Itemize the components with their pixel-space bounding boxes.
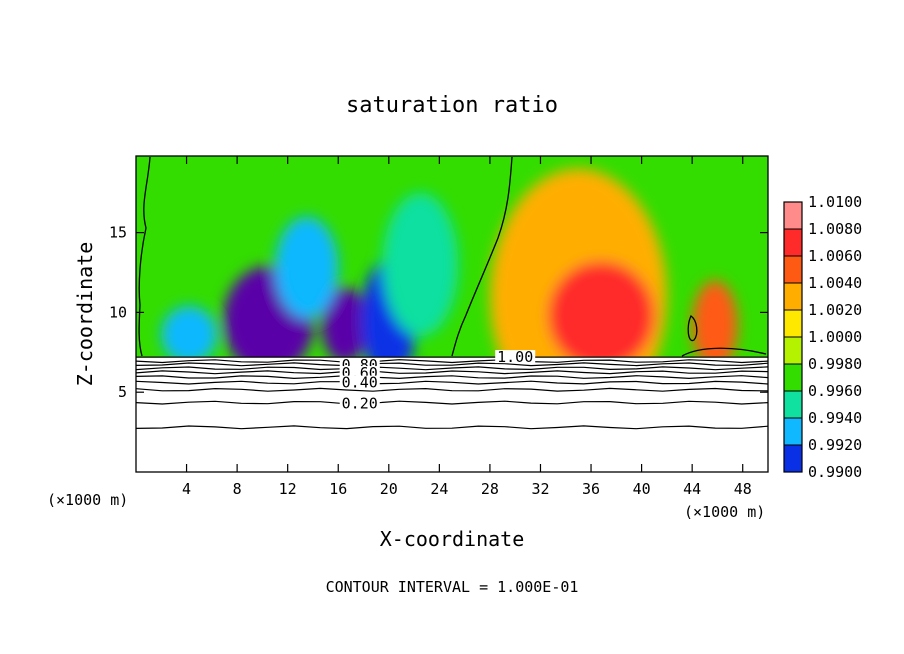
- x-tick-label: 16: [329, 480, 347, 498]
- contour-line-1-left: [138, 156, 151, 357]
- lower-contour-4: [136, 370, 768, 375]
- upper-contours: [138, 156, 767, 357]
- lower-contour-9: [136, 425, 768, 430]
- colorbar: 1.0100 1.0080 1.0060 1.0040 1.0020 1.0000 0.99…: [783, 193, 862, 481]
- colorbar-label: 1.0060: [808, 247, 862, 265]
- y-tick-label: 10: [109, 303, 127, 321]
- x-unit-left: (×1000 m): [47, 491, 128, 509]
- contour-label: 1.00: [497, 348, 533, 366]
- lower-contour-3: [136, 366, 768, 371]
- field-anomaly-9: [692, 280, 738, 370]
- lower-contour-5: [136, 374, 768, 380]
- x-tick-label: 40: [633, 480, 651, 498]
- contour-label-bg: [495, 350, 536, 364]
- colorbar-band: [784, 202, 802, 230]
- chart-title: saturation ratio: [346, 93, 558, 118]
- x-tick-label: 4: [182, 480, 191, 498]
- colorbar-label: 0.9940: [808, 409, 862, 427]
- contour-label: 0.20: [342, 394, 378, 412]
- x-tick-label: 32: [531, 480, 549, 498]
- colorbar-label: 1.0040: [808, 274, 862, 292]
- field-anomaly-2: [321, 286, 368, 364]
- y-axis-label: Z-coordinate: [73, 242, 97, 387]
- field-anomalies: [161, 168, 738, 425]
- contour-label: 0.40: [342, 374, 378, 392]
- colorbar-band: [784, 256, 802, 284]
- plot-area: [136, 156, 768, 472]
- colorbar-label: 0.9900: [808, 463, 862, 481]
- colorbar-label: 0.9960: [808, 382, 862, 400]
- lower-contour-2: [136, 362, 768, 367]
- x-axis-label: X-coordinate: [380, 527, 525, 551]
- colorbar-label: 1.0000: [808, 328, 862, 346]
- colorbar-band: [784, 283, 802, 311]
- contour-interval-note: CONTOUR INTERVAL = 1.000E-01: [326, 578, 579, 596]
- contour-line-1-middle: [451, 156, 513, 357]
- lower-contour-7: [136, 387, 768, 392]
- x-tick-label: 24: [430, 480, 448, 498]
- lower-region: [136, 356, 768, 472]
- field-anomaly-8: [548, 261, 655, 370]
- plot-frame: [135, 155, 769, 473]
- lower-contour-6: [136, 380, 768, 385]
- lower-contour-8: [136, 400, 768, 405]
- field-anomaly-6: [382, 192, 459, 337]
- x-tick-label: 8: [233, 480, 242, 498]
- colorbar-label: 1.0020: [808, 301, 862, 319]
- colorbar-band: [784, 337, 802, 365]
- colorbar-band: [784, 391, 802, 419]
- x-tick-label: 36: [582, 480, 600, 498]
- x-tick-label: 44: [683, 480, 701, 498]
- colorbar-label: 1.0100: [808, 193, 862, 211]
- y-tick-label: 15: [109, 224, 127, 242]
- contour-label-bg: [339, 396, 380, 410]
- colorbar-band: [784, 445, 802, 473]
- colorbar-label: 0.9920: [808, 436, 862, 454]
- colorbar-band: [784, 418, 802, 446]
- y-tick-label: 5: [118, 383, 127, 401]
- x-unit-right: (×1000 m): [684, 503, 765, 521]
- contour-line-1-ring: [687, 315, 698, 342]
- lower-region-fill: [136, 357, 768, 472]
- x-tick-label: 12: [279, 480, 297, 498]
- colorbar-band: [784, 229, 802, 257]
- colorbar-band: [784, 364, 802, 392]
- x-tick-label: 48: [734, 480, 752, 498]
- colorbar-band: [784, 310, 802, 338]
- colorbar-label: 1.0080: [808, 220, 862, 238]
- lower-contour-1: [136, 359, 768, 364]
- field-anomaly-4: [275, 216, 339, 319]
- contour-labels: 0.800.600.400.201.00: [339, 348, 536, 412]
- contour-label-bg: [339, 375, 380, 389]
- field-anomaly-5: [161, 306, 217, 364]
- x-tick-label: 20: [380, 480, 398, 498]
- colorbar-label: 0.9980: [808, 355, 862, 373]
- x-tick-label: 28: [481, 480, 499, 498]
- contour-line-1-right: [681, 347, 767, 357]
